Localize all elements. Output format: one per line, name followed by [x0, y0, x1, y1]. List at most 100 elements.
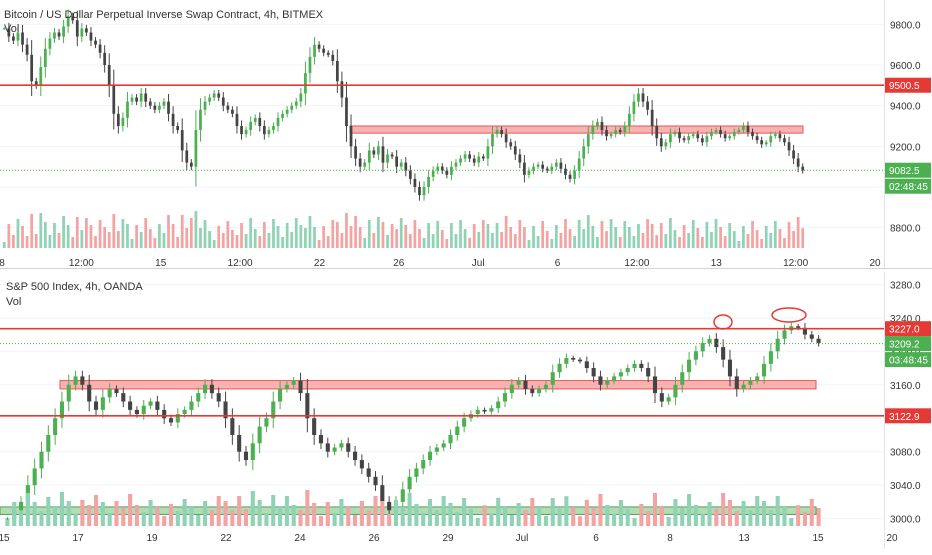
btc-candle-body[interactable]: [107, 65, 111, 86]
btc-candle-body[interactable]: [367, 150, 371, 163]
spx-candle-body[interactable]: [305, 393, 310, 419]
spx-candle-body[interactable]: [243, 451, 249, 461]
spx-candle-body[interactable]: [482, 409, 487, 412]
btc-candle-body[interactable]: [742, 126, 745, 131]
btc-candle-body[interactable]: [436, 166, 440, 171]
btc-candle-body[interactable]: [399, 162, 403, 167]
btc-candle-body[interactable]: [605, 130, 608, 137]
btc-candle-body[interactable]: [162, 101, 166, 106]
spx-candle-body[interactable]: [53, 418, 58, 435]
spx-candle-body[interactable]: [237, 434, 242, 452]
btc-candle-body[interactable]: [523, 162, 526, 175]
btc-candle-body[interactable]: [431, 170, 435, 177]
btc-candle-body[interactable]: [719, 130, 722, 135]
spx-candle-body[interactable]: [325, 443, 330, 452]
btc-candle-body[interactable]: [669, 134, 672, 143]
btc-candle-body[interactable]: [345, 97, 348, 126]
btc-candle-body[interactable]: [208, 97, 211, 102]
spx-candle-body[interactable]: [434, 447, 439, 452]
spx-candle-body[interactable]: [421, 460, 426, 469]
spx-candle-body[interactable]: [755, 376, 760, 381]
spx-candle-body[interactable]: [380, 485, 385, 502]
spx-candle-body[interactable]: [687, 359, 692, 373]
btc-candle-body[interactable]: [705, 136, 709, 143]
btc-candle-body[interactable]: [386, 154, 389, 163]
btc-candle-body[interactable]: [331, 54, 335, 61]
spx-candle-body[interactable]: [271, 401, 276, 419]
btc-candle-body[interactable]: [459, 158, 462, 163]
btc-candle-body[interactable]: [450, 166, 453, 175]
spx-candle-body[interactable]: [407, 476, 412, 490]
btc-candle-body[interactable]: [272, 126, 275, 131]
btc-candle-body[interactable]: [732, 132, 736, 137]
btc-candle-body[interactable]: [440, 166, 444, 171]
btc-candle-body[interactable]: [276, 117, 280, 126]
btc-candle-body[interactable]: [294, 101, 298, 106]
btc-candle-body[interactable]: [591, 126, 595, 135]
btc-candle-body[interactable]: [144, 93, 148, 102]
btc-candle-body[interactable]: [796, 158, 800, 167]
btc-candle-body[interactable]: [623, 126, 627, 133]
btc-candle-body[interactable]: [755, 136, 759, 141]
btc-candle-body[interactable]: [249, 121, 253, 131]
btc-candle-body[interactable]: [377, 146, 380, 155]
spx-candle-body[interactable]: [707, 338, 712, 343]
btc-candle-body[interactable]: [231, 109, 234, 114]
btc-candle-body[interactable]: [7, 28, 11, 37]
btc-candle-body[interactable]: [792, 150, 795, 159]
spx-candle-body[interactable]: [387, 501, 392, 511]
spx-candle-body[interactable]: [114, 388, 119, 394]
btc-candle-body[interactable]: [760, 140, 764, 145]
btc-candle-body[interactable]: [381, 146, 385, 163]
spx-candle-body[interactable]: [39, 451, 44, 469]
btc-candle-body[interactable]: [545, 168, 549, 171]
spx-candle-body[interactable]: [346, 443, 351, 452]
spx-candle-body[interactable]: [475, 409, 480, 415]
spx-candle-body[interactable]: [741, 384, 746, 389]
btc-candle-body[interactable]: [66, 16, 70, 27]
spx-candle-body[interactable]: [257, 426, 262, 444]
btc-candle-body[interactable]: [299, 93, 303, 102]
btc-candle-body[interactable]: [491, 134, 494, 147]
spx-candle-body[interactable]: [714, 338, 719, 348]
btc-candle-body[interactable]: [25, 44, 29, 55]
spx-candle-body[interactable]: [373, 476, 378, 486]
spx-candle-body[interactable]: [59, 401, 64, 419]
btc-candle-body[interactable]: [646, 101, 649, 110]
btc-candle-body[interactable]: [600, 121, 604, 131]
btc-candle-body[interactable]: [408, 170, 412, 179]
btc-candle-body[interactable]: [541, 164, 545, 169]
annotation-circle-high-2[interactable]: [771, 307, 807, 323]
spx-candle-body[interactable]: [652, 376, 658, 394]
btc-candle-body[interactable]: [85, 28, 88, 33]
btc-candle-body[interactable]: [253, 117, 257, 122]
btc-candle-body[interactable]: [641, 93, 645, 102]
btc-candle-body[interactable]: [167, 101, 170, 114]
spx-candle-body[interactable]: [564, 357, 569, 364]
btc-candle-body[interactable]: [240, 126, 243, 135]
btc-candle-body[interactable]: [678, 132, 681, 139]
btc-candle-body[interactable]: [422, 187, 426, 196]
btc-candle-body[interactable]: [340, 81, 344, 98]
spx-candle-body[interactable]: [618, 372, 623, 377]
spx-candle-body[interactable]: [516, 380, 521, 385]
btc-pane[interactable]: 9800.09600.09400.09200.09000.08800.0812:…: [0, 0, 932, 270]
spx-candle-body[interactable]: [530, 388, 535, 394]
btc-candle-body[interactable]: [650, 109, 654, 126]
spx-candle-body[interactable]: [537, 388, 542, 394]
btc-candle-body[interactable]: [404, 162, 408, 171]
spx-candle-body[interactable]: [250, 443, 255, 461]
btc-candle-body[interactable]: [691, 134, 695, 137]
btc-candle-body[interactable]: [153, 105, 157, 110]
btc-candle-body[interactable]: [235, 113, 239, 126]
btc-candle-body[interactable]: [203, 101, 207, 110]
spx-candle-body[interactable]: [509, 384, 514, 394]
spx-candle-body[interactable]: [80, 376, 85, 385]
btc-candle-body[interactable]: [554, 162, 558, 167]
spx-candle-body[interactable]: [46, 434, 51, 452]
btc-candle-body[interactable]: [2, 28, 6, 30]
spx-candle-body[interactable]: [775, 338, 780, 352]
spx-candle-body[interactable]: [523, 380, 528, 389]
btc-candle-body[interactable]: [189, 162, 193, 167]
spx-candle-body[interactable]: [584, 361, 589, 369]
